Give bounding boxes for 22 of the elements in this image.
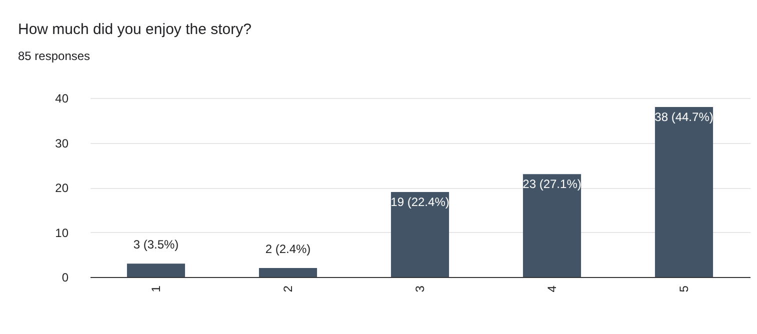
data-label: 38 (44.7%) [654,110,714,124]
y-tick-label: 0 [62,270,69,284]
bar [126,264,186,277]
y-tick-label: 30 [55,136,69,150]
x-tick-label: 3 [413,285,427,292]
bar [522,174,582,277]
bar [390,192,450,277]
x-tick-label: 4 [545,285,559,292]
y-tick-label: 20 [55,181,69,195]
x-tick-label: 1 [149,285,163,292]
x-tick-label: 5 [677,285,691,292]
data-label: 3 (3.5%) [133,238,179,252]
data-label: 23 (27.1%) [522,177,582,192]
chart-title: How much did you enjoy the story? [18,21,252,38]
chart-subtitle: 85 responses [18,49,90,63]
data-label: 2 (2.4%) [265,242,311,256]
y-tick-label: 40 [55,92,69,106]
data-label: 19 (22.4%) [390,194,450,209]
bar [654,106,714,277]
y-tick-label: 10 [55,226,69,240]
bar [258,268,318,277]
x-tick-label: 2 [281,285,295,292]
